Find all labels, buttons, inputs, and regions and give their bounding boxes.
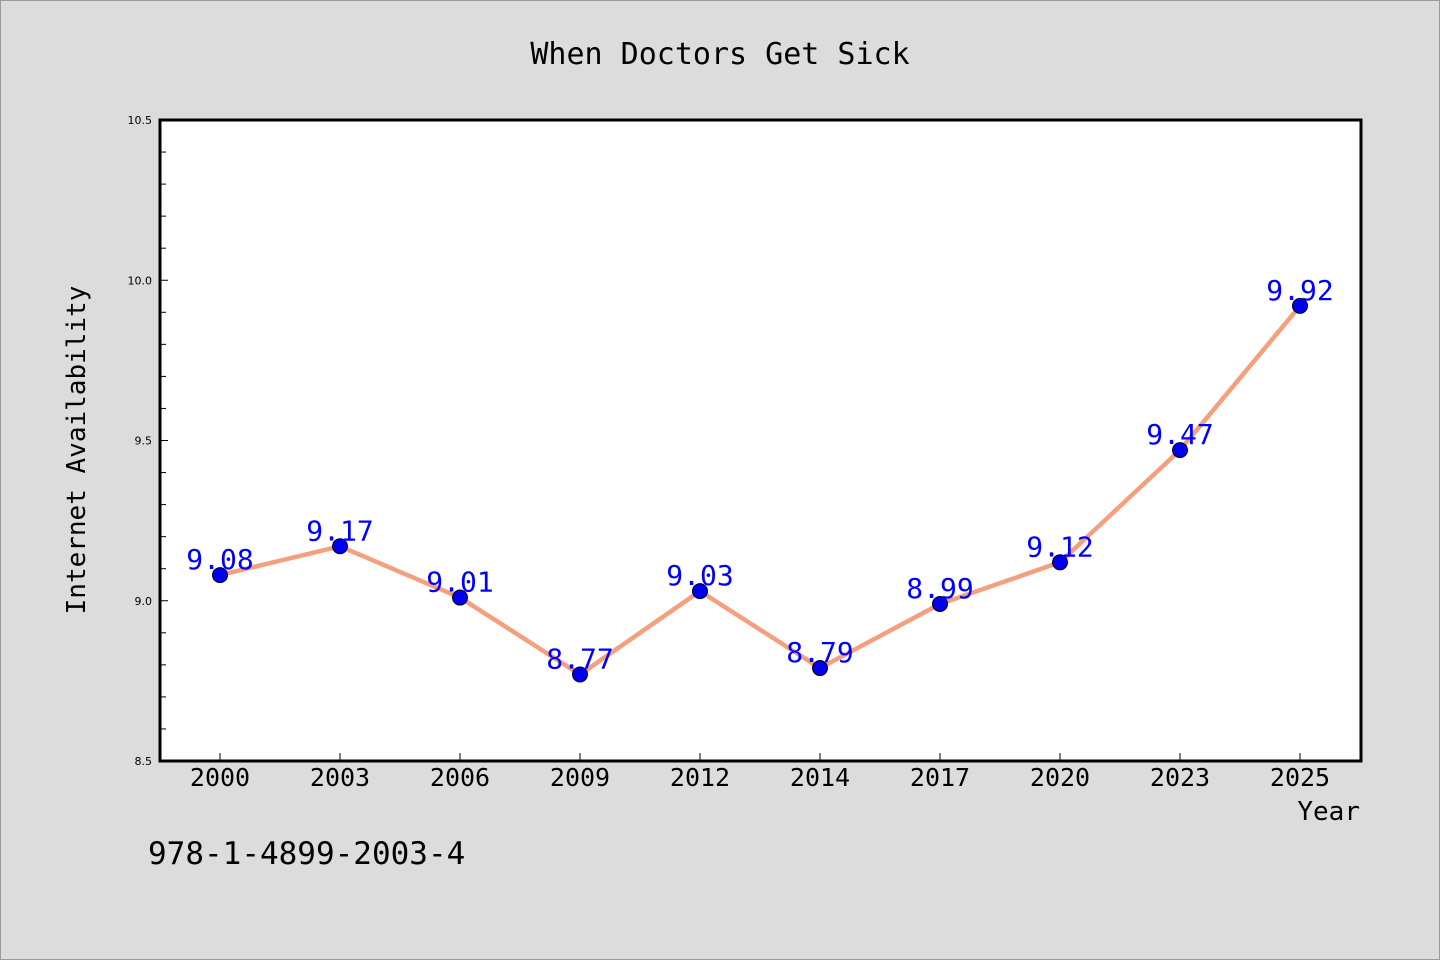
x-tick-label: 2014 (790, 763, 850, 792)
data-label: 8.99 (906, 572, 973, 605)
y-tick-label: 9.0 (135, 595, 153, 608)
data-point (572, 666, 588, 683)
data-point (692, 583, 708, 600)
data-label: 9.03 (666, 559, 733, 592)
x-tick-label: 2000 (190, 763, 250, 792)
series-markers (212, 297, 1308, 683)
x-tick-label: 2023 (1150, 763, 1210, 792)
data-labels: 9.08 9.17 9.01 8.77 9.03 8.79 8.99 9.12 9.47 9.92 (186, 274, 1333, 676)
y-tick-label: 9.5 (135, 435, 153, 448)
data-point (452, 589, 468, 606)
x-tick-label: 2009 (550, 763, 610, 792)
isbn-text: 978-1-4899-2003-4 (148, 836, 465, 872)
data-label: 9.12 (1026, 530, 1093, 563)
x-axis: 2000 2003 2006 2009 2012 2014 2017 2020 2023 2025 (190, 753, 1330, 792)
data-point (1172, 442, 1188, 459)
data-label: 9.01 (426, 566, 493, 599)
x-tick-label: 2017 (910, 763, 970, 792)
y-tick-label: 10.5 (128, 114, 153, 127)
y-tick-label: 8.5 (135, 755, 153, 768)
y-axis-label: Internet Availability (62, 286, 92, 615)
data-point (332, 538, 348, 555)
data-label: 9.08 (186, 543, 253, 576)
data-point (812, 660, 828, 677)
data-label: 9.47 (1146, 418, 1213, 451)
x-tick-label: 2025 (1270, 763, 1330, 792)
chart-title: When Doctors Get Sick (530, 37, 909, 72)
data-label: 8.77 (546, 642, 613, 675)
x-tick-label: 2020 (1030, 763, 1090, 792)
data-point (212, 567, 228, 584)
x-tick-label: 2003 (310, 763, 370, 792)
plot-area (158, 118, 1363, 763)
data-label: 8.79 (786, 636, 853, 669)
data-point (1052, 554, 1068, 571)
x-axis-label: Year (1297, 797, 1360, 827)
x-tick-label: 2006 (430, 763, 490, 792)
series-line (219, 304, 1302, 677)
y-tick-label: 10.0 (128, 274, 153, 287)
data-label: 9.92 (1266, 274, 1333, 307)
data-point (1292, 297, 1308, 314)
x-tick-label: 2012 (670, 763, 730, 792)
y-axis: 8.5 9.0 9.5 10.0 10.5 (128, 114, 168, 768)
data-label: 9.17 (306, 514, 373, 547)
data-point (932, 595, 948, 612)
